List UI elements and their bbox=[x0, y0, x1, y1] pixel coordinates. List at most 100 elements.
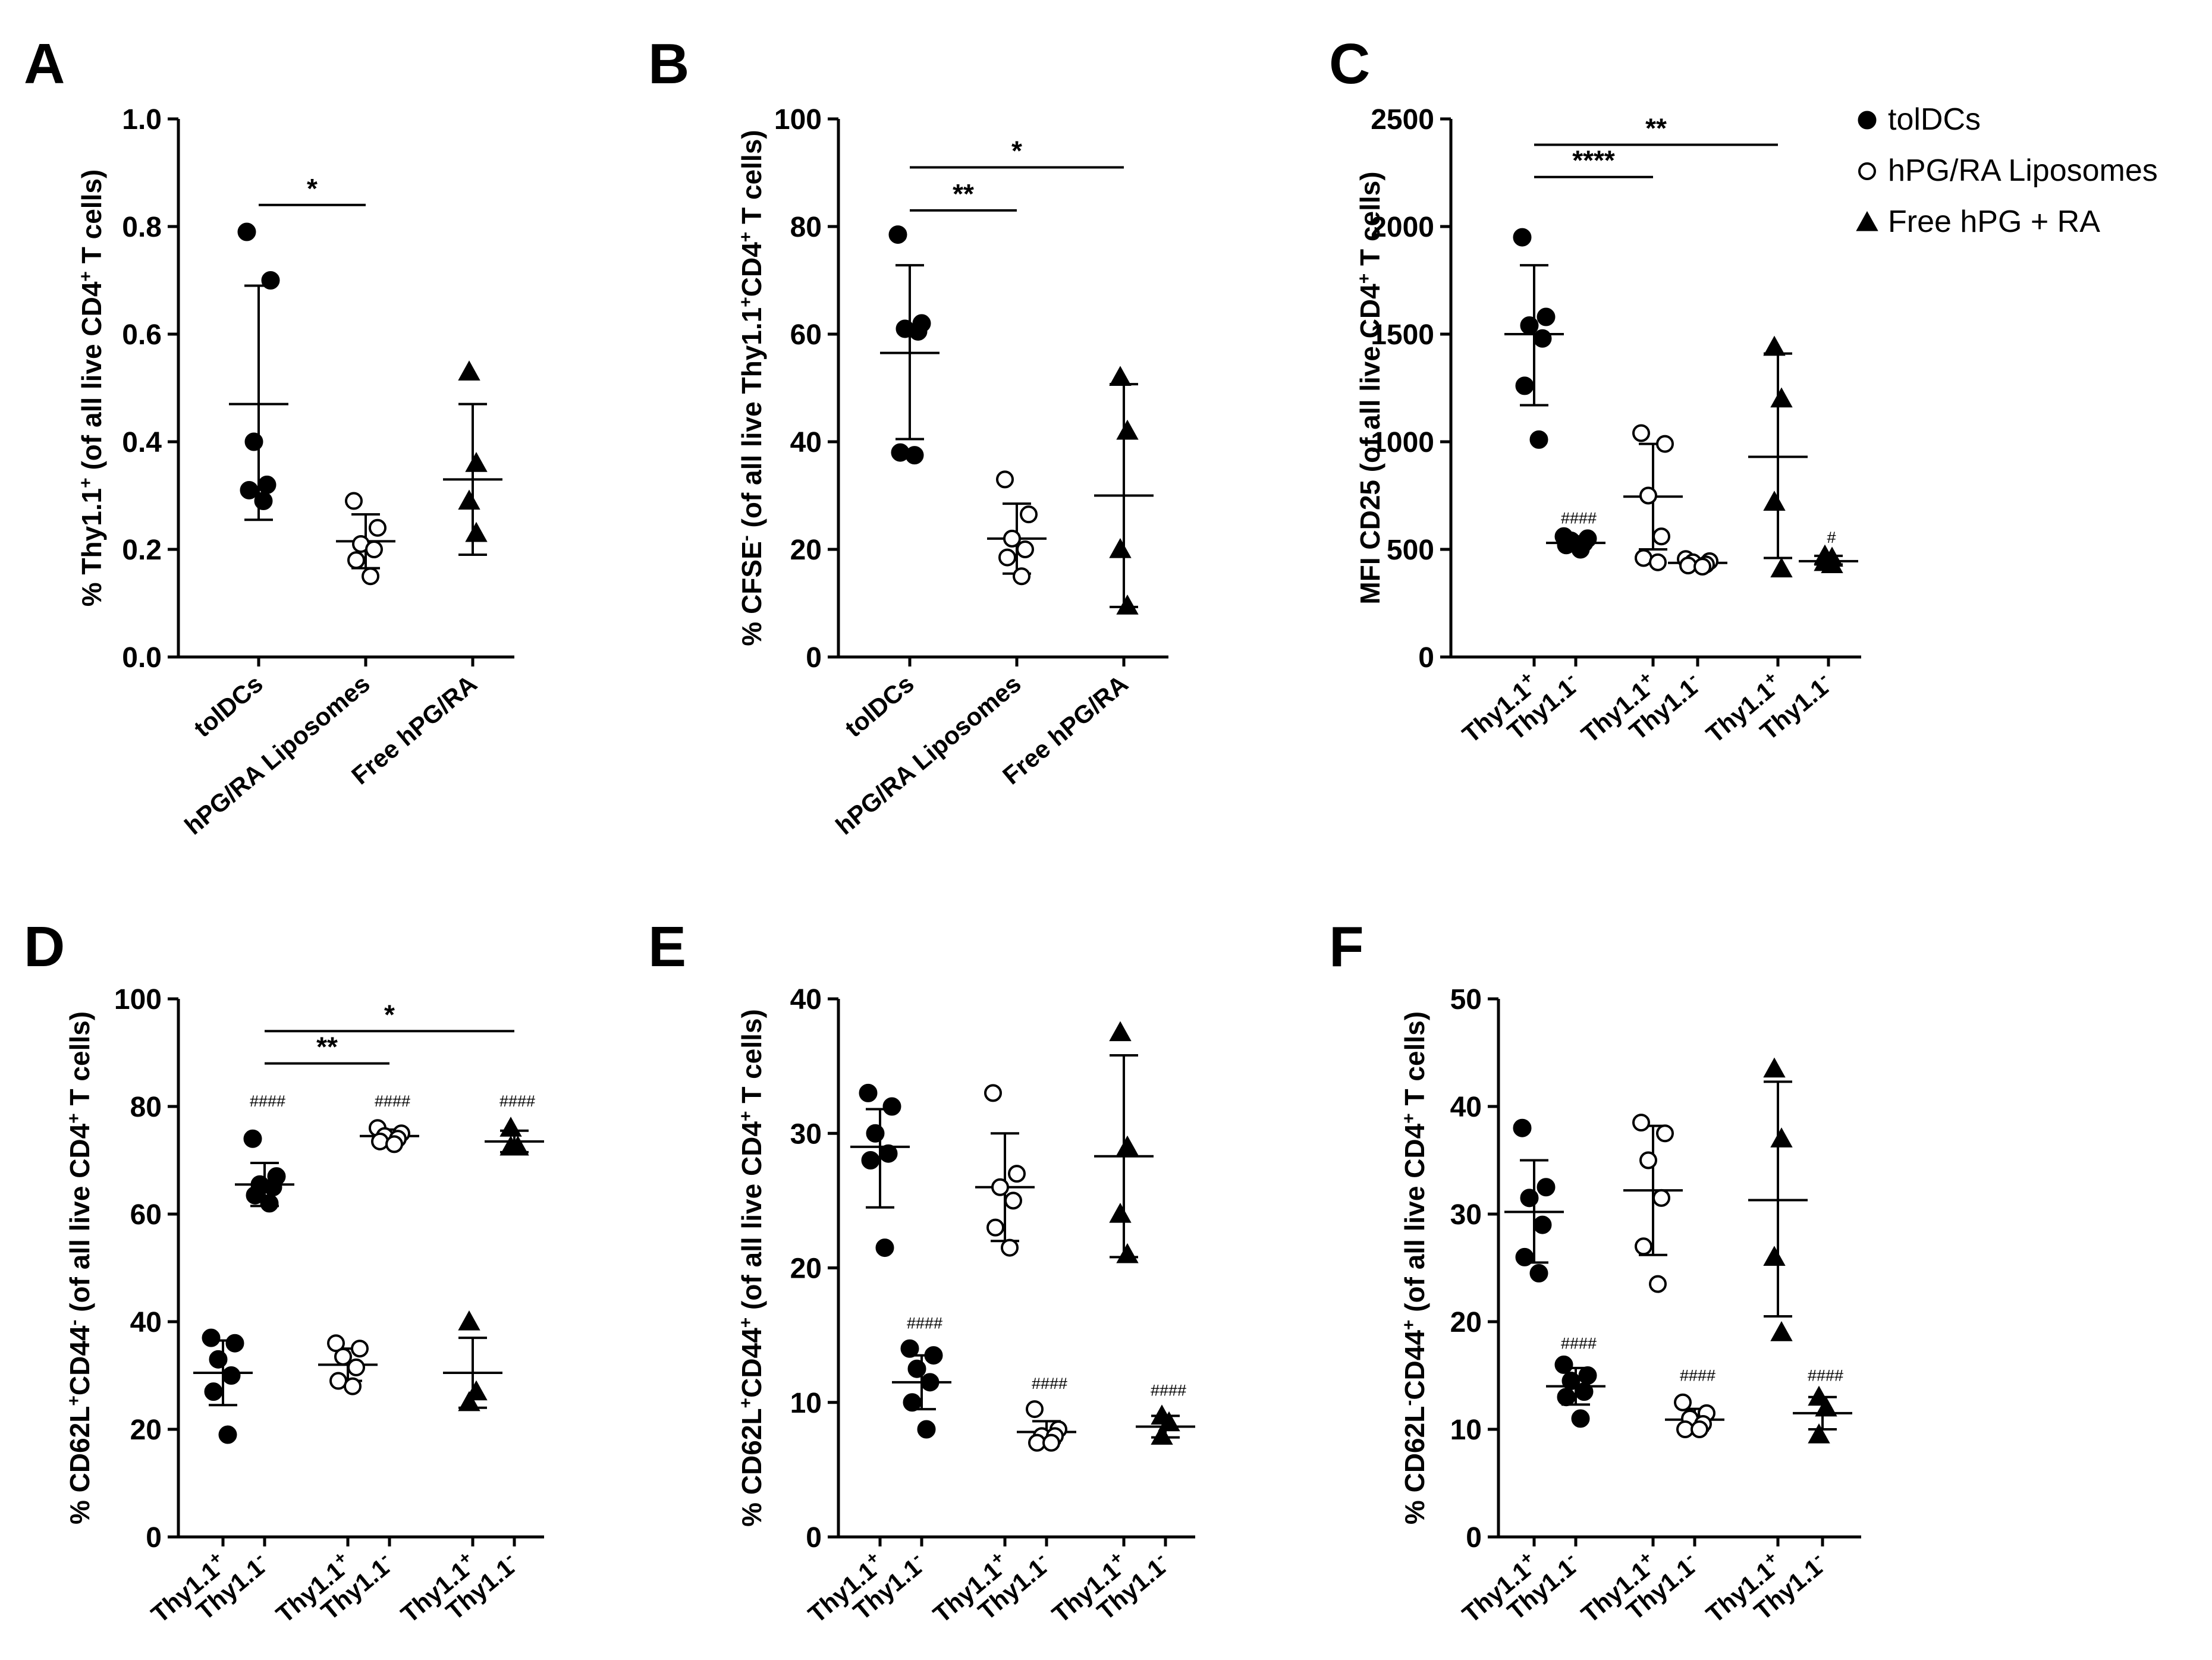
data-group bbox=[1748, 1057, 1808, 1341]
data-point bbox=[1026, 1400, 1044, 1419]
data-point bbox=[1679, 557, 1697, 575]
data-point bbox=[1158, 1411, 1180, 1432]
data-point bbox=[1571, 1409, 1590, 1428]
data-point bbox=[1537, 307, 1556, 326]
data-point bbox=[879, 1144, 898, 1163]
significance-label: **** bbox=[1572, 145, 1615, 176]
data-point bbox=[1821, 553, 1843, 573]
y-tick-label: 80 bbox=[130, 1092, 162, 1123]
data-group bbox=[318, 1334, 378, 1395]
y-tick-label: 30 bbox=[1450, 1199, 1482, 1231]
data-point bbox=[1770, 387, 1793, 408]
y-tick-label: 100 bbox=[114, 984, 162, 1016]
y-axis-label: % Thy1.1+ (of all live CD4+ T cells) bbox=[76, 169, 108, 607]
legend-label: hPG/RA Liposomes bbox=[1888, 153, 2158, 188]
data-group bbox=[443, 1310, 502, 1411]
data-group bbox=[1504, 228, 1564, 449]
y-tick-label: 50 bbox=[1450, 984, 1482, 1016]
data-point bbox=[225, 1334, 244, 1353]
hash-annotation: #### bbox=[1561, 1334, 1597, 1352]
y-tick-label: 1.0 bbox=[122, 104, 162, 136]
data-point bbox=[1001, 1238, 1019, 1257]
data-point bbox=[1520, 316, 1539, 335]
data-point bbox=[1004, 1191, 1022, 1210]
data-point bbox=[1635, 549, 1652, 567]
data-point bbox=[369, 518, 387, 537]
data-point bbox=[998, 548, 1016, 567]
y-tick-label: 30 bbox=[790, 1118, 822, 1150]
data-point bbox=[882, 1097, 901, 1116]
data-point bbox=[499, 1135, 522, 1156]
y-tick-label: 10 bbox=[1450, 1414, 1482, 1446]
data-group bbox=[1504, 1118, 1564, 1283]
data-point bbox=[861, 1151, 880, 1169]
data-point bbox=[465, 521, 488, 542]
data-point bbox=[1656, 1124, 1674, 1143]
data-point bbox=[924, 1346, 943, 1365]
data-group bbox=[1793, 1385, 1852, 1444]
data-group bbox=[235, 1129, 294, 1213]
y-tick-label: 0.0 bbox=[122, 642, 162, 674]
hash-annotation: #### bbox=[375, 1092, 410, 1110]
data-point bbox=[458, 360, 480, 381]
data-point bbox=[204, 1382, 223, 1401]
y-tick-label: 60 bbox=[130, 1199, 162, 1231]
y-tick-label: 20 bbox=[130, 1414, 162, 1446]
data-point bbox=[1770, 1321, 1793, 1341]
y-tick-label: 0.8 bbox=[122, 212, 162, 243]
data-point bbox=[1815, 1396, 1837, 1417]
data-group bbox=[1546, 527, 1605, 559]
data-group bbox=[1094, 1021, 1154, 1263]
data-point bbox=[1109, 366, 1132, 386]
data-point bbox=[917, 1420, 936, 1439]
data-point bbox=[458, 1391, 480, 1411]
legend-label: tolDCs bbox=[1888, 102, 1981, 137]
data-group bbox=[1623, 424, 1683, 571]
y-tick-label: 2000 bbox=[1371, 212, 1434, 243]
data-group bbox=[1799, 544, 1858, 573]
data-point bbox=[1557, 1388, 1576, 1407]
significance-label: ** bbox=[316, 1032, 338, 1062]
significance-label: * bbox=[307, 173, 318, 204]
data-point bbox=[1515, 1247, 1534, 1266]
y-tick-label: 0 bbox=[146, 1522, 162, 1554]
data-point bbox=[984, 1084, 1002, 1102]
data-group bbox=[229, 222, 288, 521]
data-point bbox=[1763, 1246, 1786, 1266]
data-point bbox=[866, 1124, 885, 1143]
data-group bbox=[1136, 1404, 1195, 1445]
y-axis-label: % CD62L-CD44+ (of all live CD4+ T cells) bbox=[1399, 1011, 1431, 1524]
data-point bbox=[240, 480, 259, 499]
hash-annotation: #### bbox=[1561, 510, 1597, 527]
data-point bbox=[246, 1186, 265, 1205]
data-point bbox=[907, 1359, 926, 1378]
data-group bbox=[1017, 1400, 1076, 1452]
data-point bbox=[1003, 529, 1021, 548]
hash-annotation: # bbox=[1827, 529, 1836, 546]
y-tick-label: 0 bbox=[806, 1522, 822, 1554]
data-point bbox=[1770, 1127, 1793, 1147]
data-point bbox=[345, 492, 363, 510]
x-tick-label: hPG/RA Liposomes bbox=[179, 669, 375, 840]
y-tick-label: 1500 bbox=[1371, 319, 1434, 351]
legend-marker bbox=[1858, 111, 1877, 130]
data-point bbox=[1691, 1420, 1708, 1438]
hash-annotation: #### bbox=[1808, 1367, 1843, 1385]
y-tick-label: 500 bbox=[1387, 535, 1434, 566]
data-point bbox=[1656, 435, 1674, 453]
data-point bbox=[209, 1350, 228, 1369]
data-point bbox=[1632, 424, 1650, 442]
data-point bbox=[385, 1135, 403, 1153]
data-point bbox=[1770, 557, 1793, 578]
data-point bbox=[257, 475, 276, 494]
data-point bbox=[1808, 1423, 1830, 1444]
data-group bbox=[193, 1328, 253, 1444]
y-axis-label: % CD62L+CD44+ (of all live CD4+ T cells) bbox=[736, 1009, 768, 1527]
data-point bbox=[202, 1328, 221, 1347]
y-tick-label: 80 bbox=[790, 212, 822, 243]
data-point bbox=[458, 1310, 480, 1331]
y-axis-label: % CD62L+CD44- (of all live CD4+ T cells) bbox=[64, 1011, 96, 1524]
data-point bbox=[1013, 567, 1030, 586]
data-point bbox=[351, 1340, 369, 1358]
